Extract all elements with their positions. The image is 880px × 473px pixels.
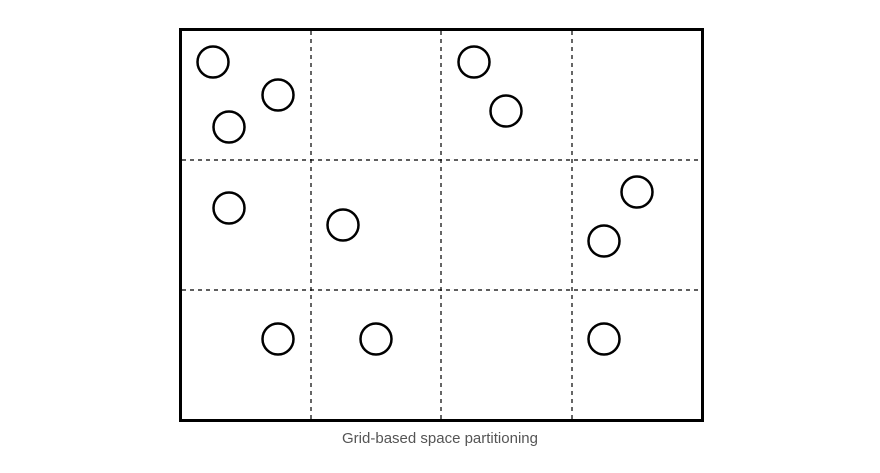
object-circle: [457, 45, 491, 79]
object-circle: [359, 322, 393, 356]
diagram-caption: Grid-based space partitioning: [342, 430, 538, 447]
objects-layer: [196, 45, 654, 356]
object-circle: [620, 175, 654, 209]
object-circle: [587, 322, 621, 356]
object-circle: [212, 110, 246, 144]
object-circle: [261, 322, 295, 356]
object-circle: [326, 208, 360, 242]
object-circle: [212, 191, 246, 225]
object-circle: [587, 224, 621, 258]
space-boundary: [179, 28, 704, 422]
object-circle: [196, 45, 230, 79]
object-circle: [261, 78, 295, 112]
object-circle: [489, 94, 523, 128]
